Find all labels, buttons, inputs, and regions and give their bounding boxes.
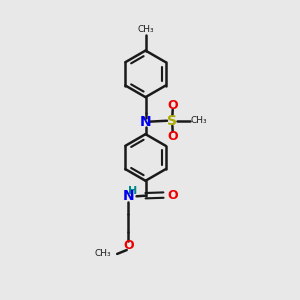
Text: CH₃: CH₃: [191, 116, 208, 125]
Text: CH₃: CH₃: [137, 25, 154, 34]
Text: N: N: [140, 115, 151, 129]
Text: O: O: [123, 239, 134, 252]
Text: CH₃: CH₃: [94, 249, 111, 258]
Text: O: O: [167, 99, 178, 112]
Text: N: N: [122, 189, 134, 203]
Text: S: S: [167, 114, 177, 128]
Text: O: O: [167, 189, 178, 202]
Text: H: H: [128, 186, 138, 196]
Text: O: O: [167, 130, 178, 143]
